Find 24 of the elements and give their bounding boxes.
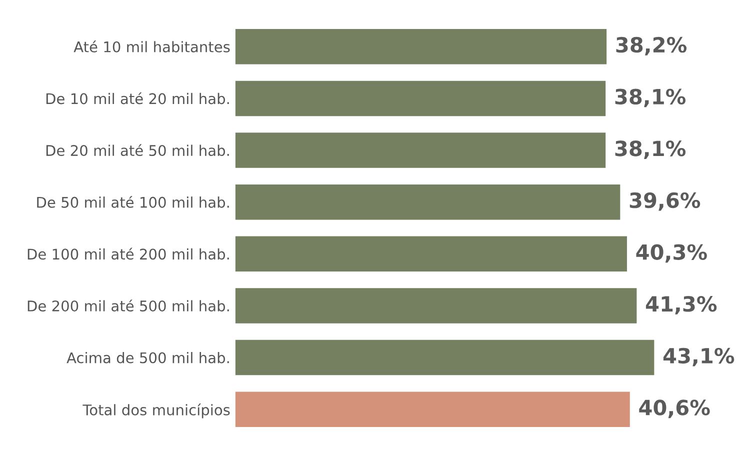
y-tick-label: Acima de 500 mil hab. xyxy=(66,352,229,364)
bar xyxy=(235,236,627,272)
y-tick-label: De 200 mil até 500 mil hab. xyxy=(28,300,229,312)
bar xyxy=(235,184,620,220)
bar xyxy=(235,80,606,116)
y-tick-label: Até 10 mil habitantes xyxy=(74,40,230,52)
bar xyxy=(235,340,654,376)
y-tick-label: De 20 mil até 50 mil hab. xyxy=(46,144,229,156)
bar xyxy=(235,288,637,324)
data-label: 38,2% xyxy=(616,36,687,56)
bar xyxy=(235,392,630,427)
data-label: 41,3% xyxy=(646,296,717,314)
data-label: 39,6% xyxy=(630,192,700,211)
bar xyxy=(235,29,607,64)
data-label: 38,1% xyxy=(615,140,686,159)
data-label: 43,1% xyxy=(663,348,734,366)
y-tick-label: De 50 mil até 100 mil hab. xyxy=(37,196,229,208)
data-label: 40,3% xyxy=(636,244,707,263)
y-tick-label: De 10 mil até 20 mil hab. xyxy=(46,92,229,104)
y-tick-label: De 100 mil até 200 mil hab. xyxy=(28,248,229,260)
y-tick-label: Total dos municípios xyxy=(82,404,230,418)
data-label: 40,6% xyxy=(639,400,710,418)
bar xyxy=(235,132,606,168)
data-label: 38,1% xyxy=(615,88,686,108)
